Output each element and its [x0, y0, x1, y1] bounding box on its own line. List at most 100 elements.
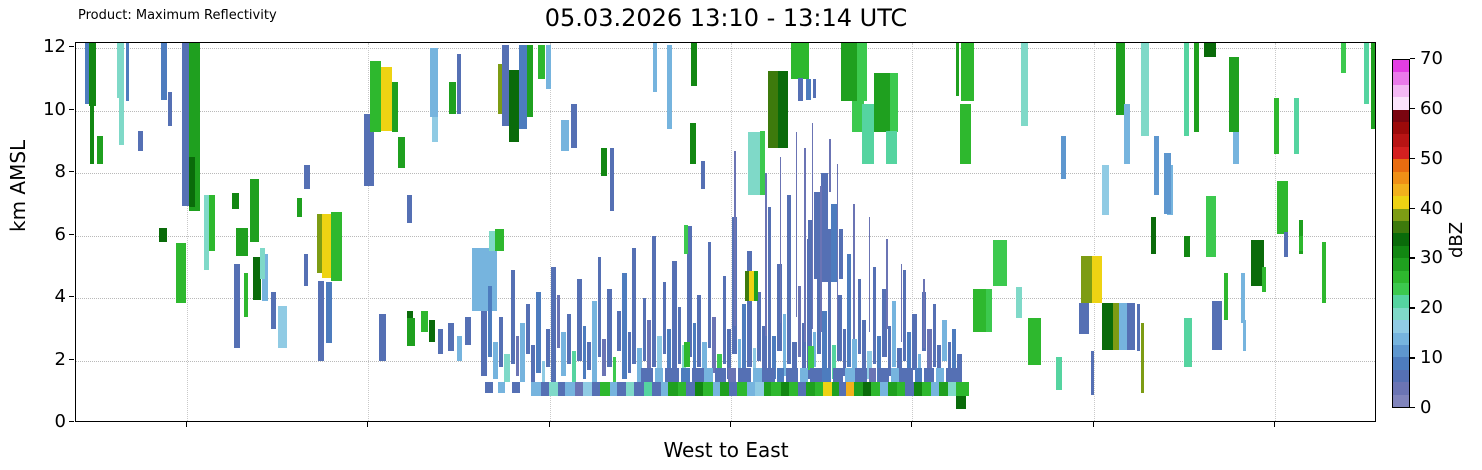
- reflectivity-bar: [937, 344, 941, 383]
- reflectivity-bar: [880, 382, 888, 397]
- reflectivity-bar: [607, 288, 612, 367]
- reflectivity-bar: [948, 382, 956, 397]
- reflectivity-bar: [1233, 132, 1239, 164]
- reflectivity-bar: [778, 71, 788, 148]
- reflectivity-bar: [806, 79, 811, 100]
- reflectivity-bar: [575, 382, 583, 397]
- horizontal-gridline: [76, 173, 1375, 174]
- reflectivity-bar: [1241, 273, 1245, 323]
- reflectivity-bar: [923, 279, 925, 348]
- reflectivity-bar: [772, 335, 776, 380]
- reflectivity-bar: [765, 173, 767, 336]
- reflectivity-bar: [745, 271, 749, 302]
- reflectivity-bar: [691, 43, 697, 86]
- reflectivity-bar: [804, 148, 806, 342]
- reflectivity-bar: [820, 185, 822, 333]
- reflectivity-bar: [808, 346, 814, 370]
- reflectivity-bar: [869, 216, 870, 333]
- reflectivity-bar: [798, 77, 803, 102]
- reflectivity-bar: [813, 332, 816, 367]
- reflectivity-bar: [407, 194, 412, 223]
- reflectivity-bar: [897, 348, 902, 383]
- reflectivity-bar: [847, 254, 851, 367]
- reflectivity-bar: [495, 229, 504, 252]
- reflectivity-bar: [814, 191, 820, 280]
- y-tick-mark: [69, 233, 74, 235]
- reflectivity-bar: [370, 60, 381, 133]
- reflectivity-bar: [897, 382, 905, 397]
- reflectivity-bar: [1119, 302, 1127, 350]
- colorbar-segment: [1393, 121, 1409, 135]
- reflectivity-bar: [278, 305, 287, 348]
- reflectivity-bar: [697, 294, 701, 367]
- colorbar-segment: [1393, 134, 1409, 147]
- reflectivity-bar: [407, 310, 413, 319]
- reflectivity-bar: [888, 382, 897, 397]
- colorbar-tick-label: 0: [1420, 397, 1432, 418]
- reflectivity-bar: [1251, 240, 1264, 286]
- colorbar-segment: [1393, 307, 1409, 321]
- reflectivity-bar: [253, 257, 261, 300]
- reflectivity-bar: [890, 73, 898, 133]
- reflectivity-bar: [546, 329, 550, 367]
- colorbar-tick-mark: [1410, 58, 1415, 60]
- reflectivity-bar: [561, 332, 566, 377]
- reflectivity-bar: [807, 238, 812, 380]
- reflectivity-bar: [798, 382, 806, 397]
- product-label: Product: Maximum Reflectivity: [78, 8, 277, 23]
- reflectivity-bar: [927, 329, 932, 377]
- reflectivity-bar: [888, 326, 891, 377]
- reflectivity-bar: [754, 271, 758, 302]
- reflectivity-bar: [878, 368, 889, 383]
- reflectivity-bar: [1151, 216, 1156, 255]
- colorbar-segment: [1393, 344, 1409, 358]
- reflectivity-bar: [712, 316, 716, 373]
- reflectivity-bar: [846, 382, 854, 397]
- reflectivity-bar: [960, 104, 971, 164]
- reflectivity-bar: [757, 291, 761, 361]
- reflectivity-bar: [667, 44, 672, 130]
- reflectivity-bar: [644, 382, 652, 397]
- reflectivity-bar: [892, 301, 896, 367]
- reflectivity-bar: [737, 382, 747, 397]
- reflectivity-bar: [449, 82, 456, 114]
- reflectivity-bar: [326, 282, 332, 344]
- reflectivity-bar: [457, 54, 461, 114]
- reflectivity-bar: [728, 368, 736, 383]
- y-tick-label: 6: [54, 223, 66, 245]
- reflectivity-bar: [1229, 57, 1239, 133]
- reflectivity-bar: [792, 341, 797, 383]
- reflectivity-bar: [1212, 301, 1222, 350]
- reflectivity-bar: [1262, 266, 1266, 292]
- colorbar-tick-label: 10: [1420, 347, 1443, 369]
- reflectivity-bar: [536, 291, 541, 373]
- reflectivity-bar: [520, 323, 525, 383]
- reflectivity-bar: [557, 294, 560, 348]
- reflectivity-bar: [873, 266, 876, 364]
- reflectivity-bar: [957, 354, 962, 383]
- reflectivity-bar: [692, 368, 704, 383]
- reflectivity-bar: [823, 382, 832, 397]
- y-tick-mark: [69, 108, 74, 110]
- reflectivity-bar: [271, 291, 276, 330]
- reflectivity-bar: [686, 382, 695, 397]
- reflectivity-bar: [948, 341, 951, 377]
- reflectivity-bar: [755, 382, 764, 397]
- vertical-gridline: [912, 43, 913, 421]
- reflectivity-bar: [567, 313, 571, 364]
- reflectivity-bar: [488, 285, 492, 358]
- reflectivity-bar: [542, 360, 545, 386]
- colorbar-tick-mark: [1410, 407, 1415, 409]
- reflectivity-bar: [1102, 302, 1113, 350]
- reflectivity-bar: [117, 43, 124, 98]
- reflectivity-bar: [159, 227, 167, 242]
- colorbar-segment: [1393, 245, 1409, 259]
- reflectivity-bar: [780, 157, 781, 323]
- reflectivity-bar: [789, 382, 798, 397]
- colorbar-tick-mark: [1410, 257, 1415, 259]
- reflectivity-bar: [531, 344, 535, 392]
- x-tick-mark: [367, 422, 369, 427]
- reflectivity-bar: [204, 194, 209, 270]
- reflectivity-bar: [738, 368, 751, 383]
- vertical-gridline: [368, 43, 369, 421]
